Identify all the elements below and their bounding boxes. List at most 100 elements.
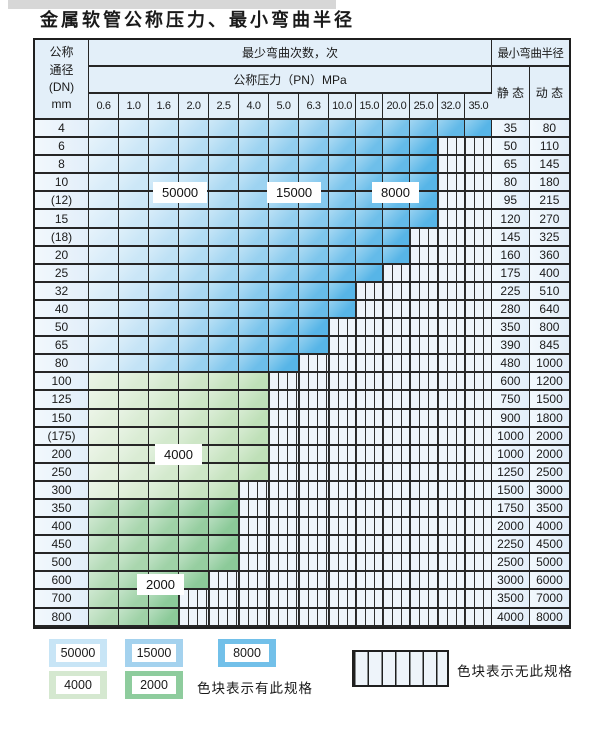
no-spec-cell bbox=[464, 463, 492, 482]
spec-available-cell bbox=[437, 120, 465, 139]
no-spec-cell bbox=[356, 499, 384, 519]
no-spec-cell bbox=[464, 427, 492, 446]
spec-available-cell bbox=[329, 300, 357, 320]
no-spec-cell bbox=[464, 445, 492, 464]
static-radius-cell: 2250 bbox=[491, 536, 530, 555]
pressure-col-header: 10.0 bbox=[329, 94, 357, 120]
static-radius-cell: 900 bbox=[491, 409, 530, 428]
spec-available-cell bbox=[119, 572, 149, 591]
no-spec-cell bbox=[437, 337, 465, 356]
no-spec-cell bbox=[299, 373, 329, 392]
no-spec-cell bbox=[410, 264, 438, 283]
spec-available-cell bbox=[239, 138, 269, 157]
spec-available-cell bbox=[89, 409, 119, 428]
spec-available-cell bbox=[89, 355, 119, 374]
dynamic-radius-cell: 2000 bbox=[529, 427, 569, 446]
no-spec-cell bbox=[269, 427, 299, 446]
dynamic-radius-cell: 3000 bbox=[529, 481, 569, 500]
dynamic-radius-cell: 1000 bbox=[529, 355, 569, 374]
no-spec-cell bbox=[464, 409, 492, 428]
table-row: 200 1000 2000 bbox=[35, 445, 569, 464]
spec-available-cell bbox=[89, 427, 119, 446]
no-spec-cell bbox=[383, 499, 411, 519]
spec-available-cell bbox=[239, 463, 269, 482]
no-spec-cell bbox=[437, 554, 465, 573]
no-spec-cell bbox=[410, 337, 438, 356]
spec-available-cell bbox=[119, 120, 149, 139]
spec-available-cell bbox=[356, 156, 384, 175]
spec-available-cell bbox=[299, 174, 329, 193]
no-spec-cell bbox=[329, 499, 357, 519]
no-spec-cell bbox=[356, 427, 384, 446]
spec-available-cell bbox=[239, 210, 269, 229]
table-row: 20 160 360 bbox=[35, 246, 569, 265]
spec-available-cell bbox=[269, 192, 299, 211]
no-spec-cell bbox=[437, 319, 465, 338]
no-spec-cell bbox=[410, 319, 438, 338]
spec-available-cell bbox=[209, 319, 239, 338]
spec-available-cell bbox=[179, 518, 209, 537]
spec-available-cell bbox=[239, 228, 269, 247]
dn-cell: 125 bbox=[35, 391, 89, 410]
no-spec-cell bbox=[329, 391, 357, 410]
no-spec-cell bbox=[239, 499, 269, 519]
no-spec-cell bbox=[464, 246, 492, 265]
no-spec-cell bbox=[299, 427, 329, 446]
no-spec-cell bbox=[437, 499, 465, 519]
spec-available-cell bbox=[383, 246, 411, 265]
spec-available-cell bbox=[329, 120, 357, 139]
spec-available-cell bbox=[89, 300, 119, 320]
dn-column-header: 公称 通径 (DN) mm bbox=[35, 40, 89, 120]
no-spec-cell bbox=[464, 373, 492, 392]
dn-cell: 600 bbox=[35, 572, 89, 591]
dn-cell: 350 bbox=[35, 499, 89, 519]
table-row: 40 280 640 bbox=[35, 300, 569, 320]
no-spec-cell bbox=[410, 518, 438, 537]
spec-available-cell bbox=[383, 156, 411, 175]
spec-available-cell bbox=[149, 264, 179, 283]
spec-available-cell bbox=[209, 554, 239, 573]
pressure-col-header: 35.0 bbox=[464, 94, 492, 120]
spec-available-cell bbox=[209, 373, 239, 392]
dynamic-radius-cell: 360 bbox=[529, 246, 569, 265]
no-spec-cell bbox=[356, 572, 384, 591]
static-radius-cell: 175 bbox=[491, 264, 530, 283]
no-spec-cell bbox=[437, 590, 465, 609]
no-spec-cell bbox=[239, 554, 269, 573]
dynamic-radius-cell: 845 bbox=[529, 337, 569, 356]
no-spec-cell bbox=[383, 481, 411, 500]
spec-available-cell bbox=[89, 518, 119, 537]
spec-available-cell bbox=[179, 282, 209, 301]
spec-available-cell bbox=[149, 409, 179, 428]
no-spec-cell bbox=[464, 608, 492, 627]
spec-available-cell bbox=[149, 427, 179, 446]
spec-available-cell bbox=[119, 499, 149, 519]
spec-available-cell bbox=[464, 120, 492, 139]
spec-available-cell bbox=[119, 138, 149, 157]
spec-available-cell bbox=[119, 373, 149, 392]
spec-available-cell bbox=[119, 554, 149, 573]
spec-available-cell bbox=[149, 337, 179, 356]
table-row: 10 80 180 bbox=[35, 174, 569, 193]
table-body: 4 35 80 6 50 110 8 65 145 10 80 180 (12) 95 215 15 120 27… bbox=[35, 120, 569, 627]
spec-available-cell bbox=[239, 120, 269, 139]
legend-swatch: 50000 bbox=[49, 639, 107, 667]
spec-available-cell bbox=[269, 246, 299, 265]
spec-available-cell bbox=[119, 246, 149, 265]
legend: 色块表示有此规格 色块表示无此规格 50000 15000 8000 4000 2000 bbox=[0, 637, 600, 743]
no-spec-cell bbox=[239, 536, 269, 555]
no-spec-cell bbox=[410, 228, 438, 247]
spec-available-cell bbox=[329, 138, 357, 157]
dn-header-line: mm bbox=[51, 97, 72, 112]
spec-available-cell bbox=[209, 355, 239, 374]
no-spec-cell bbox=[464, 518, 492, 537]
static-radius-cell: 80 bbox=[491, 174, 530, 193]
spec-available-cell bbox=[179, 355, 209, 374]
spec-available-cell bbox=[179, 138, 209, 157]
no-spec-cell bbox=[356, 590, 384, 609]
no-spec-cell bbox=[437, 427, 465, 446]
no-spec-cell bbox=[356, 319, 384, 338]
dynamic-radius-cell: 640 bbox=[529, 300, 569, 320]
dn-cell: 80 bbox=[35, 355, 89, 374]
